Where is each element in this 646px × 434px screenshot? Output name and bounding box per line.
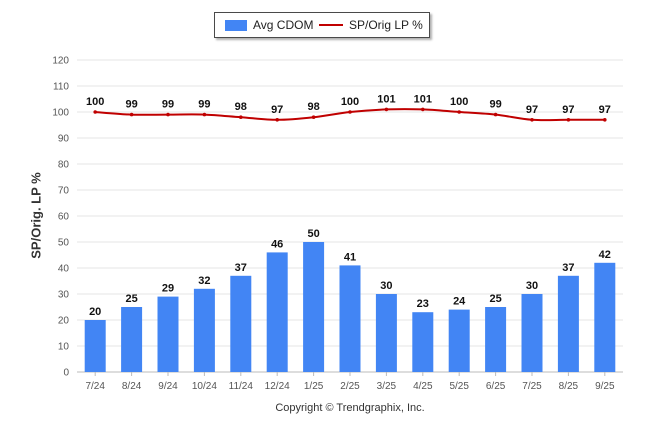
line-data-label: 100 xyxy=(86,96,104,108)
line-data-label: 99 xyxy=(125,99,137,111)
bar-data-label: 24 xyxy=(453,296,466,308)
line-point xyxy=(384,107,389,112)
y-tick-label: 0 xyxy=(63,368,69,379)
x-tick-label: 8/25 xyxy=(559,381,579,392)
x-tick-label: 5/25 xyxy=(449,381,469,392)
x-tick-label: 6/25 xyxy=(486,381,506,392)
bar xyxy=(266,252,288,372)
bar-data-label: 30 xyxy=(380,280,392,292)
bar xyxy=(339,265,361,372)
legend-item-sp-orig-lp[interactable]: SP/Orig LP % xyxy=(319,18,423,32)
line-point xyxy=(202,112,207,117)
chart-legend: Avg CDOM SP/Orig LP % xyxy=(214,12,430,38)
x-tick-label: 3/25 xyxy=(377,381,397,392)
line-point xyxy=(530,118,534,122)
bar xyxy=(412,312,434,372)
y-tick-label: 70 xyxy=(58,186,70,197)
bar xyxy=(230,275,252,372)
bar-data-label: 20 xyxy=(89,306,101,318)
line-point xyxy=(348,110,352,114)
x-tick-label: 1/25 xyxy=(304,381,324,392)
line-point xyxy=(129,112,134,117)
line-data-label: 101 xyxy=(414,93,432,105)
y-tick-label: 10 xyxy=(58,342,70,353)
line-data-label: 101 xyxy=(377,93,395,105)
y-tick-label: 120 xyxy=(52,56,69,67)
bar xyxy=(521,294,543,372)
line-point xyxy=(93,110,97,114)
line-data-label: 99 xyxy=(198,99,210,111)
legend-item-avg-cdom[interactable]: Avg CDOM xyxy=(225,18,313,32)
line-data-label: 97 xyxy=(562,104,574,116)
bar-data-label: 30 xyxy=(526,280,538,292)
line-point xyxy=(311,115,316,119)
y-tick-label: 30 xyxy=(58,290,70,301)
x-tick-label: 7/25 xyxy=(522,381,542,392)
y-tick-label: 60 xyxy=(58,212,70,223)
line-point xyxy=(166,112,170,117)
line-point xyxy=(457,110,462,114)
bar-data-label: 41 xyxy=(344,251,356,263)
bar xyxy=(485,307,507,372)
x-tick-label: 8/24 xyxy=(122,381,142,392)
line-data-label: 99 xyxy=(489,99,501,111)
bar-data-label: 50 xyxy=(307,228,319,240)
bar-data-label: 42 xyxy=(599,249,611,261)
y-tick-label: 110 xyxy=(53,82,69,93)
bar-data-label: 46 xyxy=(271,238,283,250)
y-tick-label: 40 xyxy=(58,264,70,275)
line-point xyxy=(239,115,243,119)
line-data-label: 97 xyxy=(526,104,538,116)
bar xyxy=(375,294,397,372)
bar-data-label: 29 xyxy=(162,283,174,295)
bar xyxy=(557,275,579,372)
legend-label-sp-orig-lp: SP/Orig LP % xyxy=(349,18,423,32)
bar-data-label: 25 xyxy=(125,293,137,305)
y-tick-label: 100 xyxy=(52,108,69,119)
bar xyxy=(448,309,470,372)
x-tick-label: 4/25 xyxy=(413,381,433,392)
bar xyxy=(594,262,616,372)
bar-data-label: 32 xyxy=(198,275,210,287)
x-tick-label: 2/25 xyxy=(340,381,360,392)
bar xyxy=(193,288,215,372)
line-data-label: 100 xyxy=(450,96,468,108)
legend-line-swatch xyxy=(319,24,343,26)
line-data-label: 100 xyxy=(341,96,359,108)
copyright-footer: Copyright © Trendgraphix, Inc. xyxy=(275,402,425,414)
bar xyxy=(84,320,106,372)
y-tick-label: 90 xyxy=(58,134,70,145)
x-tick-label: 12/24 xyxy=(265,381,290,392)
x-tick-label: 11/24 xyxy=(229,381,254,392)
bar-data-label: 25 xyxy=(489,293,501,305)
line-data-label: 98 xyxy=(235,101,247,113)
line-point xyxy=(603,118,607,122)
x-tick-label: 10/24 xyxy=(192,381,217,392)
line-point xyxy=(275,118,280,122)
y-tick-label: 80 xyxy=(58,160,70,171)
y-tick-label: 20 xyxy=(58,316,70,327)
x-tick-label: 9/24 xyxy=(158,381,178,392)
bar-data-label: 37 xyxy=(562,262,574,274)
bar xyxy=(157,296,179,372)
line-point xyxy=(566,118,571,122)
legend-label-avg-cdom: Avg CDOM xyxy=(253,18,314,32)
y-tick-label: 50 xyxy=(58,238,70,249)
line-data-label: 97 xyxy=(599,104,611,116)
x-tick-label: 7/24 xyxy=(85,381,105,392)
line-data-label: 98 xyxy=(307,101,319,113)
line-data-label: 99 xyxy=(162,99,174,111)
bar xyxy=(121,307,143,372)
legend-bar-swatch xyxy=(225,19,247,31)
line-point xyxy=(493,112,498,117)
bar-data-label: 23 xyxy=(417,298,429,310)
x-tick-label: 9/25 xyxy=(595,381,615,392)
line-data-label: 97 xyxy=(271,104,283,116)
bar xyxy=(303,242,325,372)
line-point xyxy=(421,107,425,112)
bar-data-label: 37 xyxy=(235,262,247,274)
